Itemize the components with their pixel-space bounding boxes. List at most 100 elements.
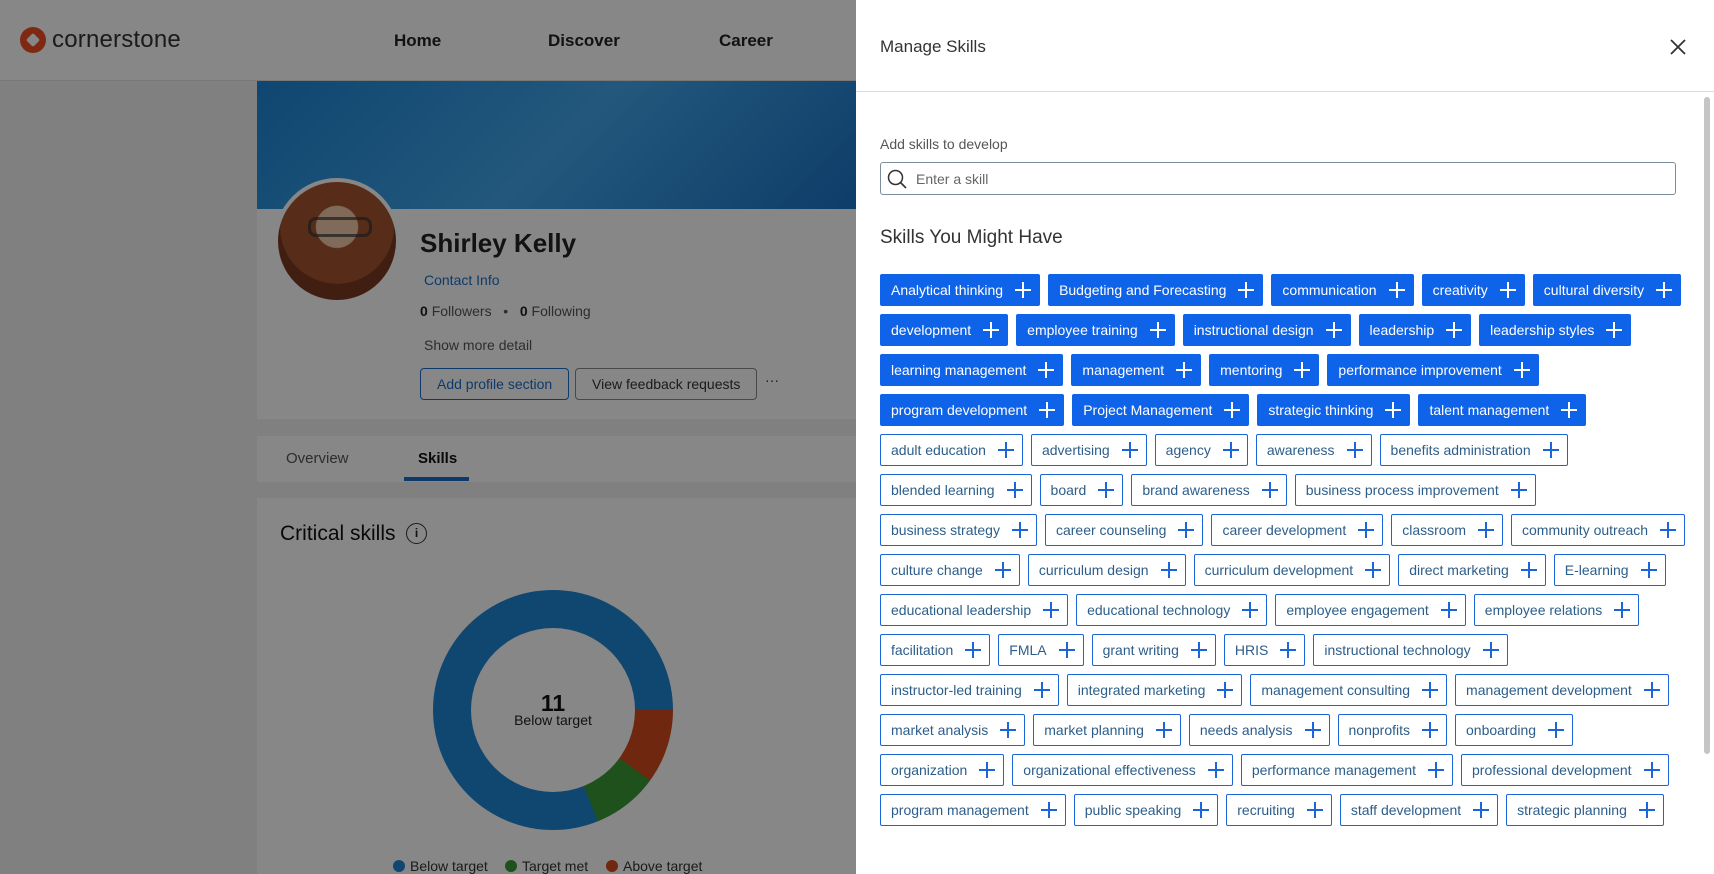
nav-discover[interactable]: Discover [548,31,620,50]
plus-icon[interactable] [1422,722,1438,738]
plus-icon[interactable] [1643,682,1660,698]
plus-icon[interactable] [1038,362,1055,378]
skill-chip[interactable]: direct marketing [1398,554,1546,586]
plus-icon[interactable] [983,322,1000,338]
skill-chip[interactable]: learning management [880,354,1064,386]
skill-chip[interactable]: staff development [1339,794,1499,826]
skill-chip[interactable]: development [880,314,1009,346]
skill-chip[interactable]: facilitation [880,634,991,666]
skill-chip[interactable]: mentoring [1209,354,1320,386]
skill-chip[interactable]: organizational effectiveness [1012,754,1233,786]
plus-icon[interactable] [965,642,982,658]
skill-chip[interactable]: advertising [1030,434,1147,466]
plus-icon[interactable] [1643,762,1660,778]
plus-icon[interactable] [1176,362,1193,378]
plus-icon[interactable] [1306,802,1323,818]
plus-icon[interactable] [1365,562,1382,578]
more-options-icon[interactable]: ··· [765,372,779,388]
plus-icon[interactable] [1098,482,1115,498]
plus-icon[interactable] [979,762,996,778]
skill-chip[interactable]: instructional technology [1313,634,1508,666]
skill-chip[interactable]: instructor-led training [880,674,1059,706]
plus-icon[interactable] [997,442,1014,458]
close-button[interactable] [1664,33,1692,61]
nav-career[interactable]: Career [719,31,773,50]
skill-chip[interactable]: brand awareness [1131,474,1287,506]
skill-chip[interactable]: blended learning [880,474,1032,506]
plus-icon[interactable] [1548,722,1565,738]
skill-chip[interactable]: creativity [1421,274,1525,306]
plus-icon[interactable] [1000,722,1017,738]
avatar[interactable] [274,178,400,304]
skill-chip[interactable]: talent management [1418,394,1587,426]
skill-chip[interactable]: classroom [1391,514,1504,546]
plus-icon[interactable] [1656,282,1673,298]
plus-icon[interactable] [1510,482,1527,498]
skill-chip[interactable]: culture change [880,554,1020,586]
view-feedback-requests-button[interactable]: View feedback requests [575,368,758,400]
skill-chip[interactable]: strategic planning [1506,794,1664,826]
skill-chip[interactable]: instructional design [1182,314,1351,346]
plus-icon[interactable] [1325,322,1342,338]
plus-icon[interactable] [1160,562,1177,578]
skill-chip[interactable]: career counseling [1044,514,1204,546]
skill-chip[interactable]: performance management [1240,754,1454,786]
skill-search-input[interactable] [916,170,1656,187]
skill-chip[interactable]: FMLA [998,634,1084,666]
plus-icon[interactable] [1482,642,1499,658]
plus-icon[interactable] [1190,642,1207,658]
skill-chip[interactable]: onboarding [1455,714,1574,746]
skill-chip[interactable]: management [1071,354,1202,386]
plus-icon[interactable] [1280,642,1297,658]
skill-chip[interactable]: business strategy [880,514,1037,546]
plus-icon[interactable] [1040,802,1057,818]
plus-icon[interactable] [1039,402,1056,418]
plus-icon[interactable] [1058,642,1075,658]
skill-chip[interactable]: strategic thinking [1257,394,1411,426]
plus-icon[interactable] [1033,682,1050,698]
skill-chip[interactable]: market analysis [880,714,1026,746]
skill-chip[interactable]: agency [1154,434,1248,466]
plus-icon[interactable] [1640,562,1657,578]
skill-chip[interactable]: public speaking [1073,794,1219,826]
skill-chip[interactable]: professional development [1461,754,1669,786]
plus-icon[interactable] [1638,802,1655,818]
plus-icon[interactable] [1011,522,1028,538]
skill-chip[interactable]: performance improvement [1327,354,1539,386]
skill-chip[interactable]: business process improvement [1294,474,1536,506]
tab-overview[interactable]: Overview [286,450,349,467]
skill-chip[interactable]: cultural diversity [1532,274,1682,306]
skill-chip[interactable]: awareness [1255,434,1372,466]
followers-label[interactable]: Followers [431,303,492,319]
skill-chip[interactable]: employee engagement [1275,594,1466,626]
skill-chip[interactable]: integrated marketing [1066,674,1243,706]
skill-chip[interactable]: educational leadership [880,594,1069,626]
skill-chip[interactable]: curriculum design [1027,554,1186,586]
plus-icon[interactable] [1193,802,1210,818]
skill-chip[interactable]: adult education [880,434,1023,466]
plus-icon[interactable] [1006,482,1023,498]
contact-info-link[interactable]: Contact Info [424,272,500,288]
nav-home[interactable]: Home [394,31,442,50]
skill-chip[interactable]: community outreach [1511,514,1686,546]
plus-icon[interactable] [1422,682,1439,698]
plus-icon[interactable] [1207,762,1224,778]
plus-icon[interactable] [1217,682,1234,698]
plus-icon[interactable] [1473,802,1490,818]
skill-chip[interactable]: board [1039,474,1124,506]
skill-chip[interactable]: management development [1455,674,1669,706]
plus-icon[interactable] [1446,322,1463,338]
skill-search-box[interactable] [880,162,1676,195]
plus-icon[interactable] [1478,522,1495,538]
skill-chip[interactable]: Analytical thinking [880,274,1041,306]
plus-icon[interactable] [1121,442,1138,458]
skill-chip[interactable]: Budgeting and Forecasting [1048,274,1264,306]
skill-chip[interactable]: organization [880,754,1005,786]
modal-backdrop[interactable] [0,0,856,874]
skill-chip[interactable]: market planning [1033,714,1181,746]
plus-icon[interactable] [1222,442,1239,458]
plus-icon[interactable] [1606,322,1623,338]
plus-icon[interactable] [1660,522,1677,538]
skill-chip[interactable]: recruiting [1226,794,1332,826]
skill-chip[interactable]: benefits administration [1379,434,1568,466]
